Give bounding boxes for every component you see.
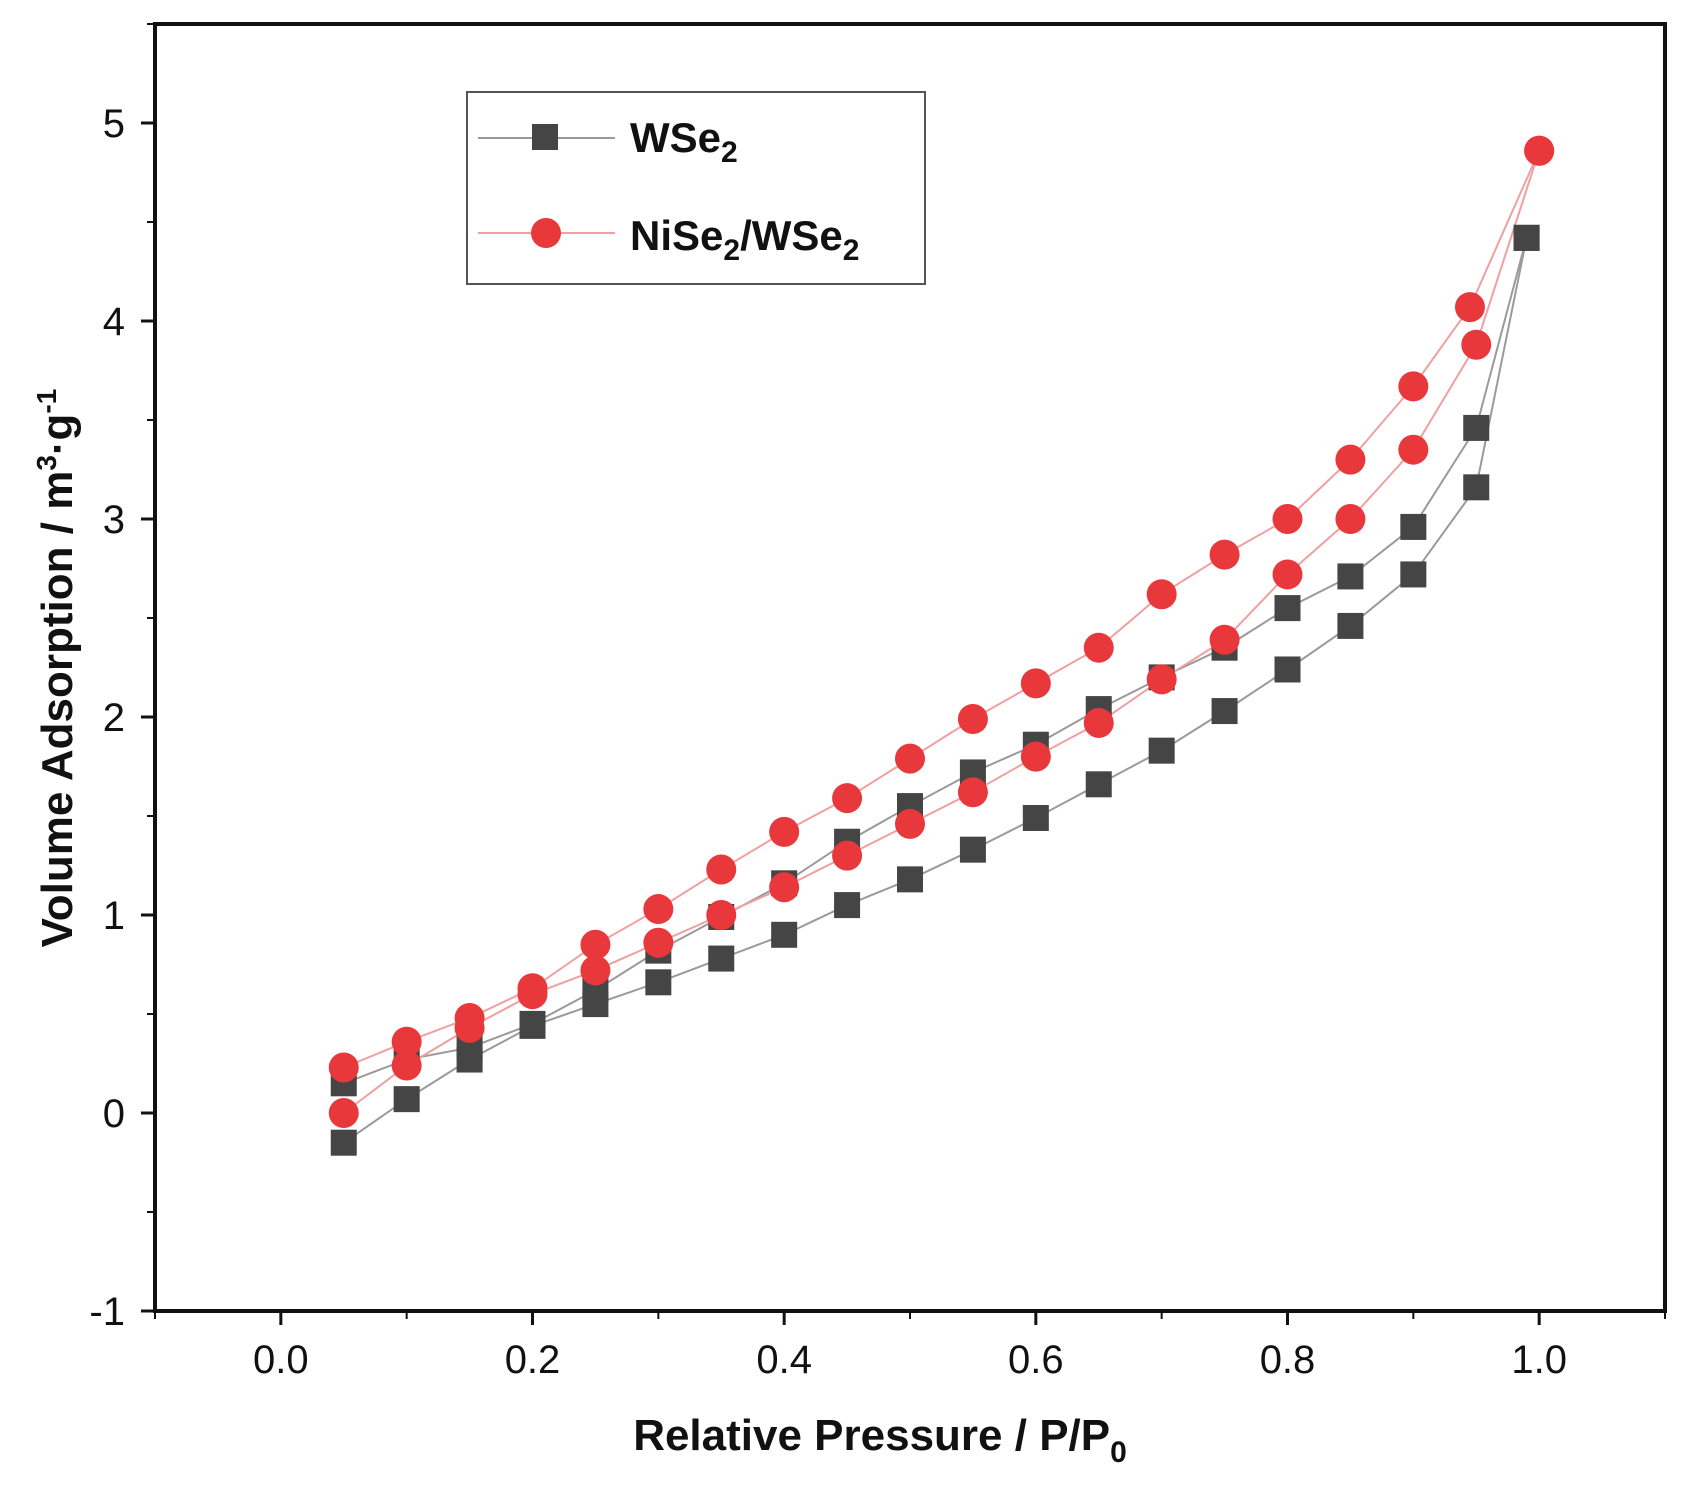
x-tick-label: 0.6 <box>1008 1338 1064 1382</box>
data-point-nise2-wse2 <box>1461 329 1492 360</box>
data-point-nise2-wse2 <box>832 840 863 871</box>
data-point-nise2-wse2 <box>1083 632 1114 663</box>
data-point-nise2-wse2 <box>769 872 800 903</box>
data-point-nise2-wse2 <box>1398 371 1429 402</box>
legend-label-nise2-wse2: NiSe2/WSe2 <box>630 212 859 267</box>
data-point-nise2-wse2 <box>1083 707 1114 738</box>
y-axis-title: Volume Adsorption / m3·g-1 <box>31 389 82 948</box>
x-tick-label: 1.0 <box>1511 1338 1567 1382</box>
data-point-nise2-wse2 <box>957 703 988 734</box>
series-markers <box>328 135 1555 1156</box>
data-point-wse2 <box>1022 804 1049 831</box>
data-point-nise2-wse2 <box>454 1002 485 1033</box>
data-point-nise2-wse2 <box>580 929 611 960</box>
data-point-nise2-wse2 <box>1398 434 1429 465</box>
data-point-nise2-wse2 <box>769 816 800 847</box>
data-point-wse2 <box>330 1129 357 1156</box>
axes-layer: 0.0 0.2 0.4 0.6 0.8 1.0 -1 0 1 2 3 4 5 <box>89 23 1666 1382</box>
y-axis-title-superscript-1: 3 <box>31 455 62 471</box>
x-tick-label: 0.0 <box>253 1338 309 1382</box>
data-point-nise2-wse2 <box>391 1026 422 1057</box>
y-tick-label: -1 <box>89 1290 125 1334</box>
data-point-wse2 <box>897 866 923 893</box>
legend-label-wse2: WSe2 <box>630 114 738 169</box>
x-tick-label: 0.8 <box>1260 1338 1316 1382</box>
data-point-nise2-wse2 <box>580 955 611 986</box>
data-point-wse2 <box>1400 561 1427 588</box>
data-point-nise2-wse2 <box>643 927 674 958</box>
data-point-wse2 <box>1463 474 1490 501</box>
data-point-nise2-wse2 <box>706 854 737 885</box>
data-point-nise2-wse2 <box>1209 539 1240 570</box>
data-point-wse2 <box>1274 595 1301 622</box>
data-point-nise2-wse2 <box>832 783 863 814</box>
data-point-nise2-wse2 <box>328 1052 359 1083</box>
x-tick-label: 0.2 <box>505 1338 561 1382</box>
data-point-wse2 <box>1085 771 1112 798</box>
y-tick-label: 1 <box>103 894 125 938</box>
data-point-wse2 <box>959 836 986 863</box>
y-tick-label: 4 <box>103 300 125 344</box>
data-point-nise2-wse2 <box>1454 292 1485 323</box>
data-point-wse2 <box>1463 414 1490 441</box>
data-point-nise2-wse2 <box>1272 559 1303 590</box>
data-point-nise2-wse2 <box>706 900 737 930</box>
legend: WSe2 NiSe2/WSe2 <box>466 91 926 285</box>
x-tick-label: 0.4 <box>756 1338 812 1382</box>
data-point-wse2 <box>708 945 735 972</box>
data-point-nise2-wse2 <box>1146 579 1177 610</box>
data-point-nise2-wse2 <box>391 1050 422 1081</box>
y-tick-label: 5 <box>103 102 125 146</box>
data-point-nise2-wse2 <box>1146 664 1177 695</box>
data-point-nise2-wse2 <box>895 808 925 839</box>
data-point-nise2-wse2 <box>1209 624 1240 655</box>
data-point-nise2-wse2 <box>517 973 548 1004</box>
data-point-nise2-wse2 <box>643 894 674 925</box>
data-point-nise2-wse2 <box>1335 504 1366 534</box>
data-point-wse2 <box>645 969 672 996</box>
data-point-nise2-wse2 <box>957 777 988 808</box>
y-axis-title-middle: ·g <box>33 414 82 456</box>
data-point-nise2-wse2 <box>1020 741 1051 772</box>
data-point-nise2-wse2 <box>328 1098 359 1128</box>
legend-marker-circle <box>531 218 561 248</box>
data-point-wse2 <box>834 892 861 919</box>
data-point-wse2 <box>519 1010 546 1037</box>
data-point-wse2 <box>1337 612 1364 639</box>
data-point-wse2 <box>1211 698 1238 725</box>
data-point-wse2 <box>1337 563 1364 590</box>
x-axis-title: Relative Pressure / P/P0 <box>633 1411 1127 1469</box>
data-point-wse2 <box>1513 224 1540 251</box>
data-point-nise2-wse2 <box>1335 444 1366 475</box>
data-point-wse2 <box>1400 513 1427 540</box>
y-axis-title-superscript-2: -1 <box>31 389 62 414</box>
data-point-wse2 <box>771 921 798 948</box>
y-tick-label: 0 <box>103 1092 125 1136</box>
data-point-nise2-wse2 <box>1524 135 1555 166</box>
y-tick-label: 2 <box>103 696 125 740</box>
data-point-nise2-wse2 <box>1272 504 1303 534</box>
data-point-wse2 <box>1274 656 1301 683</box>
y-tick-label: 3 <box>103 498 125 542</box>
data-point-nise2-wse2 <box>895 743 925 774</box>
data-point-nise2-wse2 <box>1020 668 1051 699</box>
data-point-wse2 <box>393 1086 420 1113</box>
legend-marker-square <box>532 124 558 150</box>
x-axis-title-subscript: 0 <box>1110 1436 1127 1469</box>
data-point-wse2 <box>1148 737 1175 764</box>
